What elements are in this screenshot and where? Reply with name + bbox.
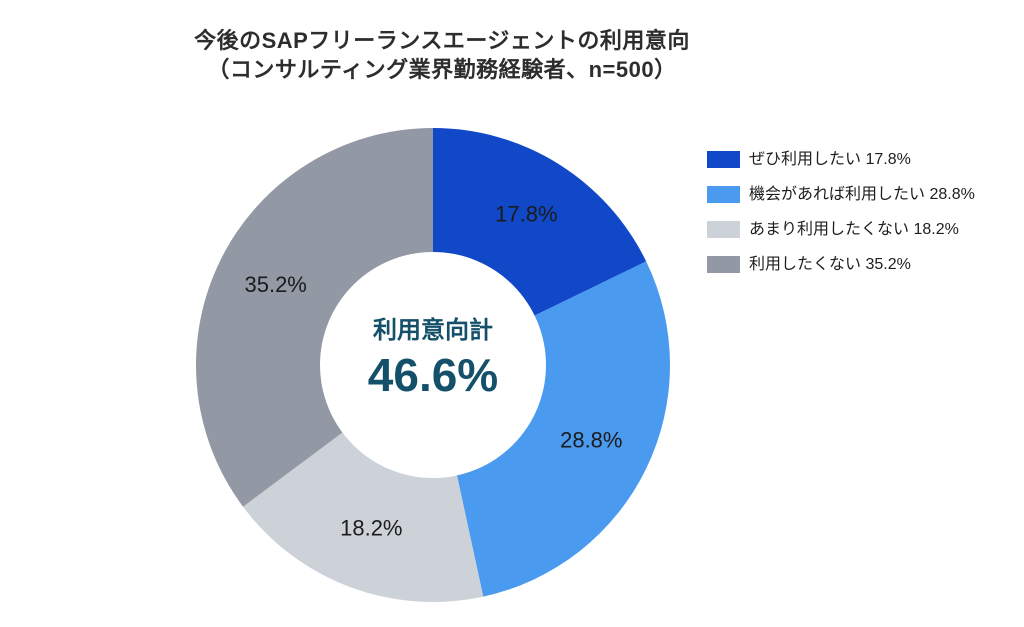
slice-label-1: 28.8% (560, 428, 622, 453)
chart-title-line2: （コンサルティング業界勤務経験者、n=500） (207, 57, 677, 82)
chart-legend: ぜひ利用したい 17.8% 機会があれば利用したい 28.8% あまり利用したくない… (707, 149, 975, 275)
donut-hole (320, 252, 546, 478)
legend-item-1: 機会があれば利用したい 28.8% (707, 184, 975, 205)
slice-label-0: 17.8% (495, 202, 557, 227)
legend-swatch-2 (707, 221, 740, 238)
pie-slice-3 (196, 128, 433, 507)
legend-label-1: 機会があれば利用したい 28.8% (749, 186, 975, 203)
legend-swatch-0 (707, 151, 740, 168)
legend-label-2: あまり利用したくない 18.2% (749, 221, 959, 238)
chart-title-line1: 今後のSAPフリーランスエージェントの利用意向 (194, 28, 690, 53)
slice-label-2: 18.2% (340, 516, 402, 541)
legend-swatch-1 (707, 186, 740, 203)
legend-swatch-3 (707, 256, 740, 273)
legend-item-0: ぜひ利用したい 17.8% (707, 149, 975, 170)
slice-label-3: 35.2% (244, 272, 306, 297)
legend-item-2: あまり利用したくない 18.2% (707, 219, 975, 240)
legend-label-3: 利用したくない 35.2% (749, 256, 911, 273)
legend-label-0: ぜひ利用したい 17.8% (749, 151, 911, 168)
legend-item-3: 利用したくない 35.2% (707, 254, 975, 275)
chart-title: 今後のSAPフリーランスエージェントの利用意向 （コンサルティング業界勤務経験者… (132, 26, 752, 84)
